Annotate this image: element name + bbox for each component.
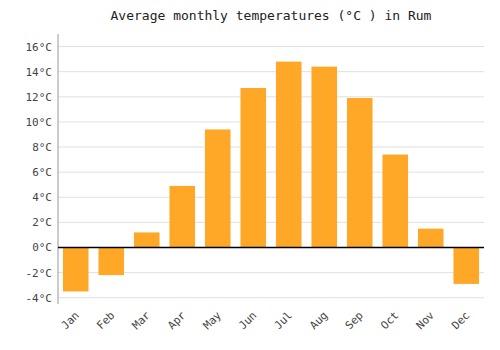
y-tick-label: 4°C [32, 191, 52, 204]
y-tick-label: 16°C [26, 41, 53, 54]
grid-line [58, 71, 484, 72]
x-tick-label: Oct [378, 309, 401, 332]
bar [63, 247, 89, 291]
title: Average monthly temperatures (°C ) in Ru… [111, 8, 432, 23]
x-tick-label: Aug [307, 309, 330, 332]
grid-line [58, 172, 484, 173]
grid-line [58, 121, 484, 122]
x-tick-label: Feb [94, 309, 117, 332]
zero-line [58, 247, 484, 249]
grid-line [58, 147, 484, 148]
y-axis-line [58, 34, 59, 304]
bar [347, 98, 373, 247]
x-tick-label: Jul [272, 309, 295, 332]
bar [240, 88, 266, 247]
x-tick-label: Jan [59, 309, 82, 332]
bar [169, 186, 195, 248]
x-tick-label: Jun [236, 309, 259, 332]
grid-line [58, 96, 484, 97]
grid-line [58, 247, 484, 248]
y-tick-label: 8°C [32, 141, 52, 154]
bar [98, 247, 124, 275]
y-axis: -4°C -2°C 0°C 2°C 4°C 6°C 8°C 10°C 12°C 14°C 16°C [26, 34, 59, 305]
bar [276, 62, 302, 248]
x-axis: Jan Feb Mar Apr May Jun Jul Aug Sep Oct Nov Dec [59, 309, 473, 333]
x-tick-label: Sep [343, 309, 366, 332]
y-tick-label: -4°C [26, 292, 53, 305]
x-tick-label: Mar [130, 309, 154, 333]
grid [58, 47, 484, 298]
y-tick-label: 0°C [32, 241, 52, 254]
y-tick-label: 14°C [26, 66, 53, 79]
y-tick-label: 12°C [26, 91, 53, 104]
y-tick-label: -2°C [26, 267, 53, 280]
grid-line [58, 197, 484, 198]
y-tick-label: 2°C [32, 216, 52, 229]
y-tick-label: 6°C [32, 166, 52, 179]
bar [453, 247, 479, 283]
x-tick-label: Apr [165, 309, 189, 333]
grid-line [58, 222, 484, 223]
grid-line [58, 46, 484, 47]
bar [382, 155, 408, 248]
bars [63, 62, 479, 292]
grid-line [58, 297, 484, 298]
bar [311, 67, 337, 248]
bar [205, 129, 231, 247]
chart: Average monthly temperatures (°C ) in Ru… [0, 0, 500, 350]
y-tick-label: 10°C [26, 116, 53, 129]
bar [418, 229, 444, 248]
x-tick-label: Dec [449, 309, 472, 332]
x-tick-label: Nov [414, 309, 438, 333]
x-tick-label: May [201, 309, 225, 333]
chart-container: Average monthly temperatures (°C ) in Ru… [0, 0, 500, 350]
bar [134, 232, 160, 247]
